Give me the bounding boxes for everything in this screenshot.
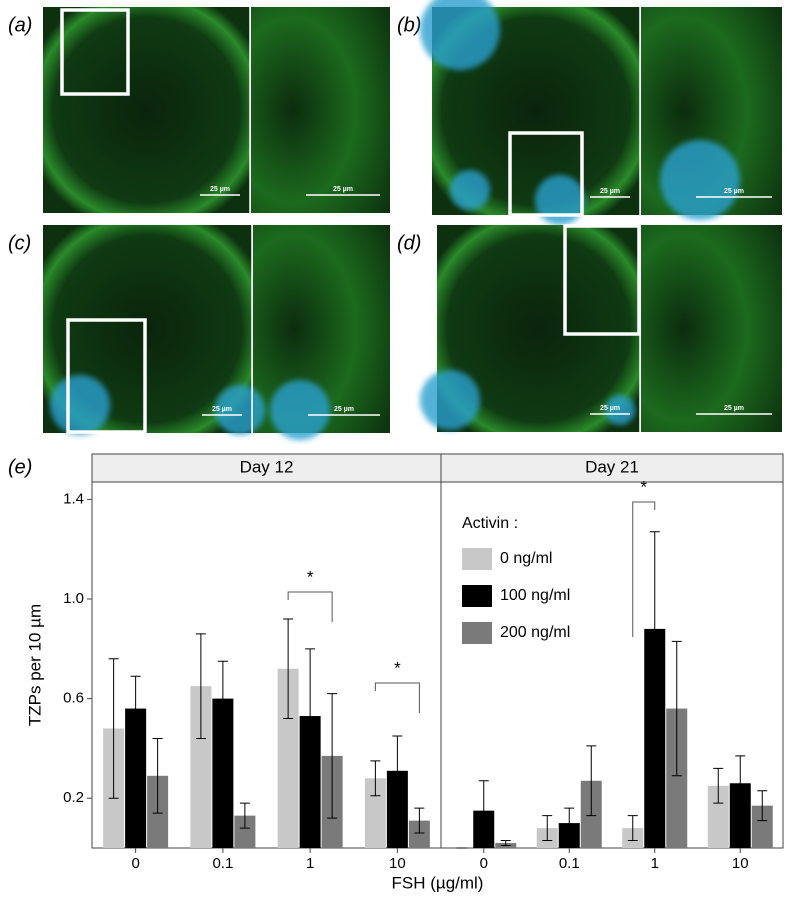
scale-bar-label: 25 µm bbox=[334, 406, 354, 413]
significance-bracket bbox=[374, 682, 420, 713]
error-bar bbox=[217, 660, 228, 737]
bar bbox=[125, 708, 147, 848]
x-tick-label: 1 bbox=[651, 855, 659, 872]
legend-swatch bbox=[462, 622, 492, 644]
y-tick-label: 1.4 bbox=[63, 490, 84, 507]
error-bar bbox=[757, 790, 768, 822]
error-bar bbox=[671, 640, 682, 777]
error-bar bbox=[239, 802, 250, 829]
bar bbox=[234, 815, 256, 848]
nucleus bbox=[450, 170, 490, 210]
error-bar bbox=[108, 658, 119, 799]
x-axis-title: FSH (µg/ml) bbox=[392, 873, 484, 892]
significance-bracket bbox=[287, 591, 333, 622]
legend-swatch bbox=[462, 585, 492, 607]
inset-box bbox=[66, 318, 147, 434]
error-bar bbox=[414, 807, 425, 834]
bar bbox=[729, 783, 751, 848]
legend-label: 100 ng/ml bbox=[500, 587, 570, 604]
x-tick-label: 0 bbox=[480, 855, 488, 872]
error-bar bbox=[627, 815, 638, 842]
bar bbox=[386, 770, 408, 848]
facet-title: Day 21 bbox=[585, 457, 639, 476]
bar bbox=[190, 686, 212, 848]
y-tick-label: 1.0 bbox=[63, 590, 84, 607]
x-tick-label: 0 bbox=[131, 855, 139, 872]
error-bar bbox=[735, 755, 746, 812]
bar bbox=[364, 778, 386, 848]
x-tick-label: 1 bbox=[306, 855, 314, 872]
bar-chart: (e) 0.2 0.6 1.0 1.4 TZPs per 10 µm FSH (µg/ml)… bbox=[8, 453, 784, 892]
nucleus bbox=[660, 140, 740, 220]
inset-box bbox=[60, 8, 130, 96]
nucleus bbox=[420, 370, 480, 430]
legend-label: 200 ng/ml bbox=[500, 624, 570, 641]
micrograph-zoom bbox=[251, 7, 390, 213]
x-tick-label: 10 bbox=[389, 855, 406, 872]
y-tick-label: 0.6 bbox=[63, 690, 84, 707]
scale-bar-label: 25 µm bbox=[210, 186, 230, 193]
inset-box bbox=[563, 224, 641, 336]
nucleus bbox=[535, 175, 585, 225]
y-axis-title: TZPs per 10 µm bbox=[25, 604, 44, 726]
scale-bar-label: 25 µm bbox=[600, 405, 620, 412]
error-bar bbox=[327, 693, 338, 819]
error-bar bbox=[586, 745, 597, 817]
panel-label: (d) bbox=[397, 232, 421, 254]
panel-label: (e) bbox=[8, 456, 32, 478]
nucleus bbox=[50, 375, 110, 435]
error-bar bbox=[392, 735, 403, 807]
error-bar bbox=[305, 648, 316, 784]
significance-label: * bbox=[394, 658, 401, 677]
scale-bar-label: 25 µm bbox=[333, 186, 353, 193]
error-bar bbox=[130, 675, 141, 742]
nucleus bbox=[420, 0, 500, 70]
significance-label: * bbox=[307, 567, 314, 586]
bar bbox=[707, 785, 729, 848]
error-bar bbox=[542, 815, 553, 842]
error-bar bbox=[649, 531, 660, 727]
bar bbox=[644, 628, 666, 848]
bar bbox=[212, 698, 234, 848]
significance-bracket bbox=[632, 501, 656, 637]
panel-label: (a) bbox=[8, 14, 32, 36]
facet-title: Day 12 bbox=[240, 457, 294, 476]
micrograph bbox=[43, 7, 250, 213]
x-tick-label: 10 bbox=[732, 855, 749, 872]
scale-bar-label: 25 µm bbox=[724, 188, 744, 195]
x-tick-label: 0.1 bbox=[212, 855, 233, 872]
error-bar bbox=[500, 840, 511, 847]
micrograph-zoom bbox=[641, 225, 782, 432]
error-bar bbox=[564, 807, 575, 839]
scale-bar-label: 25 µm bbox=[212, 406, 232, 413]
y-tick-label: 0.2 bbox=[63, 789, 84, 806]
bar bbox=[666, 708, 688, 848]
bar bbox=[277, 668, 299, 848]
error-bar bbox=[195, 633, 206, 739]
legend-label: 0 ng/ml bbox=[500, 550, 552, 567]
legend-title: Activin : bbox=[462, 515, 518, 532]
error-bar bbox=[713, 767, 724, 804]
scale-bar-label: 25 µm bbox=[724, 405, 744, 412]
panel-label: (b) bbox=[397, 14, 421, 36]
facet-strip bbox=[91, 453, 784, 483]
panel-label: (c) bbox=[8, 232, 31, 254]
error-bar bbox=[152, 737, 163, 814]
nucleus bbox=[605, 395, 635, 425]
error-bar bbox=[478, 780, 489, 842]
bar bbox=[751, 805, 773, 848]
x-tick-label: 0.1 bbox=[559, 855, 580, 872]
micrographs: (a) 25 µm 25 µm (b) 25 µm 25 µm (c) 25 µm 25 µm (… bbox=[8, 0, 782, 440]
error-bar bbox=[283, 618, 294, 720]
legend-swatch bbox=[462, 548, 492, 570]
significance-label: * bbox=[640, 477, 647, 496]
scale-bar-label: 25 µm bbox=[600, 188, 620, 195]
inset-box bbox=[508, 131, 584, 217]
nucleus bbox=[270, 380, 330, 440]
error-bar bbox=[370, 760, 381, 797]
bar bbox=[408, 820, 430, 848]
